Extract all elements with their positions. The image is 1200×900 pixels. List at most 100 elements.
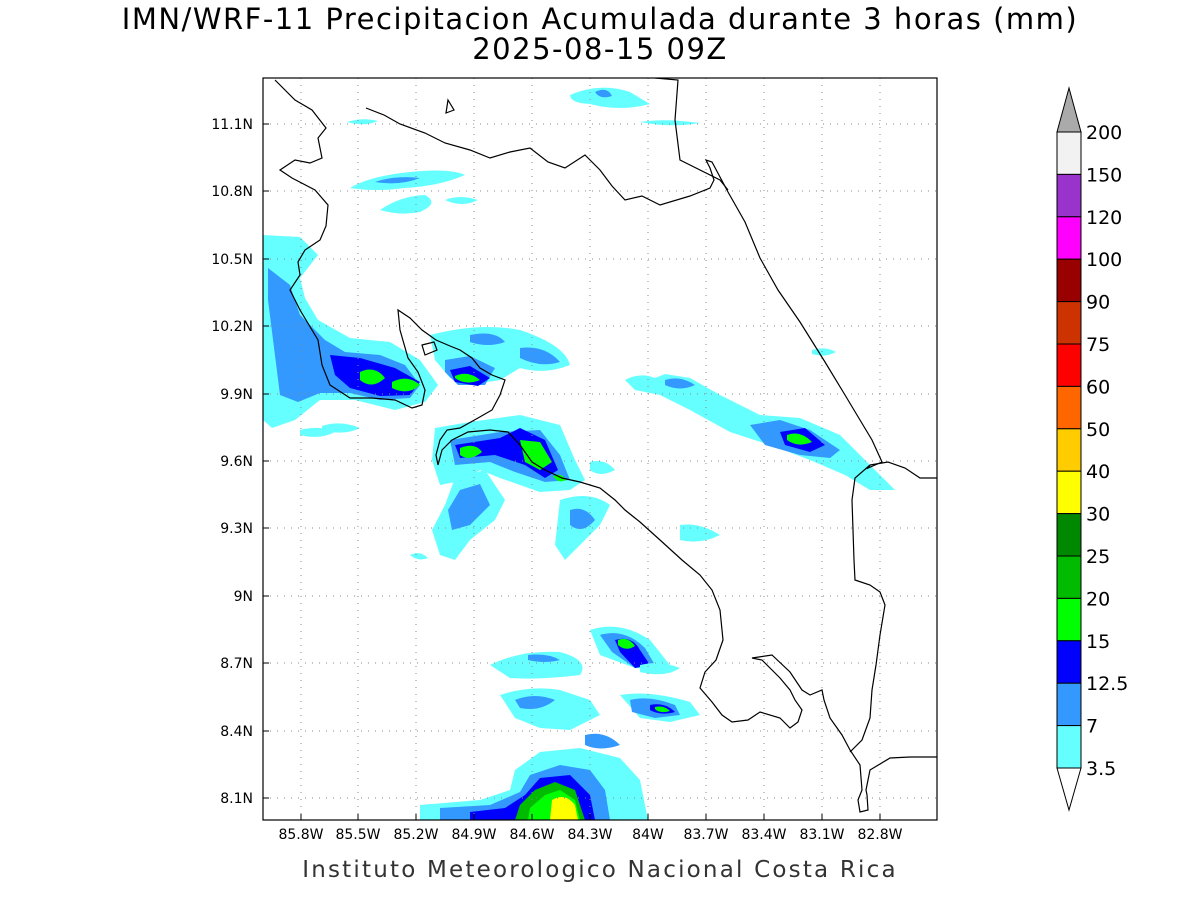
- precip-blob: [470, 333, 505, 345]
- latitude-labels: 11.1N 10.8N 10.5N 10.2N 9.9N 9.6N 9.3N 9…: [211, 117, 253, 807]
- colorbar-bottom-arrow: [1056, 767, 1082, 812]
- colorbar-label: 90: [1086, 292, 1110, 314]
- colorbar-swatch: [1056, 131, 1082, 175]
- colorbar-label: 12.5: [1086, 673, 1128, 695]
- colorbar-label: 100: [1086, 249, 1122, 271]
- colorbar-swatch: [1056, 173, 1082, 218]
- coastline: [869, 461, 937, 479]
- colorbar-label: 50: [1086, 419, 1110, 441]
- precip-blob: [570, 87, 650, 108]
- precip-blob: [500, 688, 600, 730]
- precip-blob: [375, 177, 420, 184]
- colorbar-label: 15: [1086, 631, 1110, 653]
- lat-label: 8.4N: [220, 724, 253, 740]
- precip-blob: [640, 663, 680, 675]
- map-ticks: [263, 123, 881, 820]
- colorbar-label: 25: [1086, 546, 1110, 568]
- precip-blob: [460, 445, 482, 458]
- coastline: [437, 429, 937, 813]
- precip-blob: [680, 524, 720, 542]
- colorbar-label: 40: [1086, 461, 1110, 483]
- colorbar-label: 200: [1086, 122, 1122, 144]
- precip-blob: [380, 195, 432, 214]
- colorbar-swatch: [1056, 555, 1082, 599]
- credit-text: Instituto Meteorologico Nacional Costa R…: [302, 857, 898, 883]
- precip-blob: [618, 638, 635, 649]
- lat-label: 9.3N: [220, 521, 253, 537]
- colorbar-label: 3.5: [1086, 758, 1116, 780]
- lon-label: 84W: [632, 827, 664, 843]
- lat-label: 8.7N: [220, 656, 253, 672]
- lon-label: 84.9W: [451, 827, 496, 843]
- precip-blob: [812, 348, 836, 356]
- lat-label: 10.5N: [211, 252, 253, 268]
- coastline: [654, 78, 729, 191]
- colorbar-label: 120: [1086, 207, 1122, 229]
- map-title: IMN/WRF-11 Precipitacion Acumulada duran…: [121, 2, 1079, 36]
- coastline: [365, 107, 886, 753]
- precip-blob: [595, 89, 612, 98]
- precip-blob: [570, 508, 595, 529]
- precip-blob: [787, 433, 812, 445]
- precip-blob: [322, 423, 360, 433]
- precip-blob: [410, 553, 428, 560]
- precip-blob: [585, 733, 620, 749]
- precip-blob: [590, 461, 615, 474]
- precip-blob: [392, 378, 420, 392]
- lat-label: 8.1N: [220, 791, 253, 807]
- colorbar-label: 150: [1086, 164, 1122, 186]
- lon-label: 84.3W: [567, 827, 612, 843]
- precip-blob: [550, 796, 578, 820]
- precip-blob: [490, 651, 583, 679]
- coastlines: [274, 78, 937, 813]
- lat-label: 9N: [234, 589, 253, 605]
- colorbar-swatch: [1056, 513, 1082, 557]
- colorbar-swatch: [1056, 258, 1082, 303]
- lon-label: 83.1W: [799, 827, 844, 843]
- colorbar-label: 75: [1086, 334, 1110, 356]
- precip-blob: [455, 373, 480, 383]
- map-date: 2025-08-15 09Z: [472, 32, 728, 66]
- colorbar-swatch: [1056, 428, 1082, 472]
- colorbar-swatch: [1056, 682, 1082, 727]
- precip-blob: [515, 696, 555, 709]
- colorbar-swatch: [1056, 725, 1082, 769]
- colorbar-swatch: [1056, 470, 1082, 515]
- colorbar-label: 7: [1086, 716, 1098, 738]
- colorbar-label: 20: [1086, 588, 1110, 610]
- colorbar-swatch: [1056, 640, 1082, 684]
- precip-blob: [445, 197, 478, 204]
- precip-blob: [448, 484, 490, 530]
- coastline: [445, 98, 455, 114]
- colorbar-swatch: [1056, 301, 1082, 345]
- colorbar-swatch: [1056, 597, 1082, 642]
- precip-blob: [665, 378, 695, 389]
- lon-label: 84.6W: [509, 827, 554, 843]
- precip-blob: [553, 474, 566, 482]
- precip-blob: [640, 120, 700, 126]
- colorbar-swatch: [1056, 216, 1082, 260]
- lon-label: 85.5W: [335, 827, 380, 843]
- precip-blob: [528, 654, 560, 662]
- precip-blob: [520, 440, 552, 470]
- coastline: [274, 79, 506, 466]
- coastline: [421, 341, 438, 356]
- precip-blob: [347, 119, 378, 125]
- lat-label: 9.9N: [220, 387, 253, 403]
- precip-blob: [655, 706, 670, 713]
- colorbar-label: 60: [1086, 376, 1110, 398]
- colorbar-top-arrow: [1056, 86, 1082, 133]
- lat-label: 11.1N: [211, 117, 253, 133]
- colorbar-label: 30: [1086, 504, 1110, 526]
- colorbar-swatch: [1056, 385, 1082, 430]
- lat-label: 9.6N: [220, 454, 253, 470]
- lon-label: 82.8W: [857, 827, 902, 843]
- precip-blob: [360, 369, 385, 385]
- lat-label: 10.8N: [211, 184, 253, 200]
- lat-label: 10.2N: [211, 319, 253, 335]
- colorbar: 200 150 120 100 90 75 60 50 40 30 25 20 15 12.5 7 3.5: [1056, 86, 1128, 812]
- lon-label: 83.4W: [741, 827, 786, 843]
- longitude-labels: 85.8W 85.5W 85.2W 84.9W 84.6W 84.3W 84W …: [278, 827, 902, 843]
- map-gridlines: [263, 78, 937, 820]
